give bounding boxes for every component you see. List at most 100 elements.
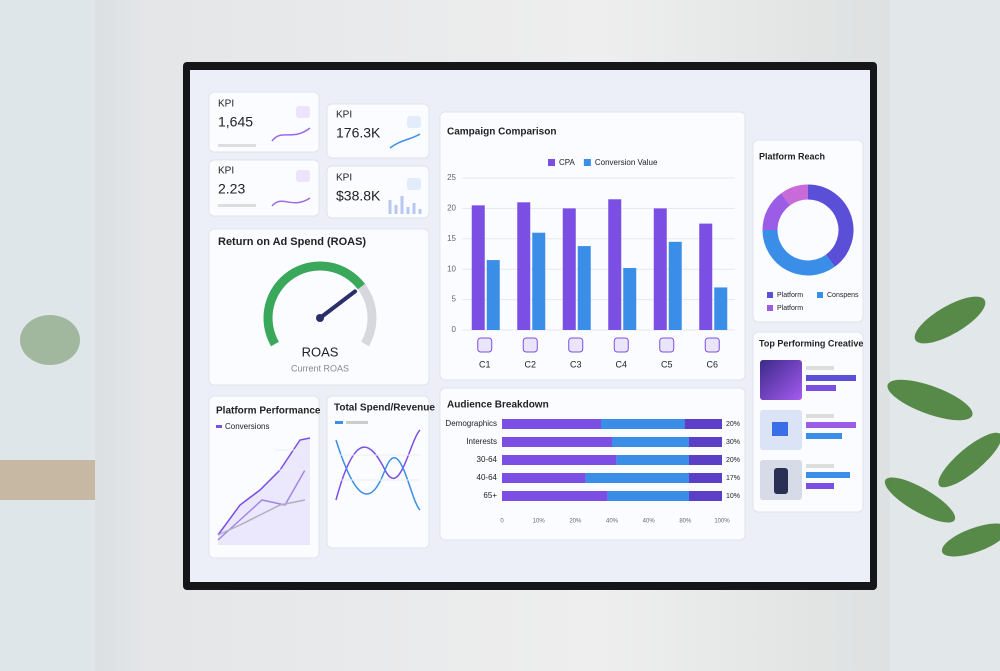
axis-label: 80%: [679, 519, 692, 525]
bar: [714, 287, 728, 330]
bar-segment: [502, 419, 601, 429]
axis-label: 0: [500, 519, 504, 525]
bar: [517, 202, 531, 330]
y-tick-label: 25: [447, 173, 456, 182]
y-tick-label: 5: [452, 295, 457, 304]
kpi-label: KPI: [218, 166, 234, 177]
bar: [608, 199, 622, 330]
kpi-label: KPI: [336, 173, 352, 184]
x-tick-label: C5: [661, 359, 673, 369]
x-tick-label: C4: [615, 359, 627, 369]
gauge-fill: [263, 261, 366, 347]
legend-label: Platform: [777, 305, 803, 312]
bar-segment: [502, 437, 612, 447]
category-icon: [704, 337, 720, 353]
legend-label: Conversions: [225, 422, 269, 431]
kpi-label: KPI: [336, 110, 352, 121]
category-icon: [568, 337, 584, 353]
legend-label: Platform: [777, 292, 803, 299]
legend-label: CPA: [559, 158, 576, 167]
legend-swatch: [767, 305, 773, 311]
axis-label: 100%: [714, 519, 730, 525]
bar: [471, 205, 485, 330]
row-value-label: 20%: [726, 457, 740, 464]
kpi-label: KPI: [218, 99, 234, 110]
bar-segment: [502, 491, 608, 501]
panel-title: Total Spend/Revenue: [334, 403, 435, 414]
kpi-value: 2.23: [218, 181, 245, 197]
decor: [217, 106, 856, 545]
bar-segment: [684, 419, 722, 429]
row-label: Interests: [466, 437, 497, 446]
y-tick-label: 15: [447, 234, 456, 243]
y-tick-label: 20: [447, 204, 456, 213]
legend-swatch: [817, 292, 823, 298]
bar: [532, 232, 546, 330]
row-value-label: 17%: [726, 475, 740, 482]
x-tick-label: C3: [570, 359, 582, 369]
legend-swatch: [583, 159, 591, 166]
legend-swatch: [767, 292, 773, 298]
gauge-label: ROAS: [302, 344, 339, 359]
category-icon: [477, 337, 493, 353]
bar: [623, 267, 637, 330]
pie-segment: [807, 184, 854, 267]
panel-title: Campaign Comparison: [447, 127, 556, 138]
row-value-label: 30%: [726, 439, 740, 446]
bar-segment: [612, 437, 689, 447]
bar-segment: [502, 473, 586, 483]
plant: [20, 315, 80, 365]
bar: [699, 223, 713, 330]
x-tick-label: C2: [524, 359, 536, 369]
bar-segment: [502, 455, 617, 465]
row-value-label: 10%: [726, 493, 740, 500]
kpi-value: 176.3K: [336, 125, 381, 141]
y-tick-label: 0: [452, 325, 457, 334]
desk: [0, 460, 95, 500]
axis-label: 10%: [533, 519, 546, 525]
bar: [668, 241, 682, 330]
axis-label: 40%: [643, 519, 656, 525]
panel-title: Top Performing Creative: [759, 338, 863, 348]
bar: [486, 260, 500, 330]
panel-title: Platform Performance: [216, 406, 321, 417]
pie-segment: [762, 193, 791, 231]
panel-title: Platform Reach: [759, 151, 825, 161]
legend-label: Conspens: [827, 292, 859, 299]
bar-segment: [689, 473, 722, 483]
bar-segment: [607, 491, 689, 501]
x-tick-label: C1: [479, 359, 491, 369]
row-label: 30-64: [477, 455, 498, 464]
category-icon: [659, 337, 675, 353]
bar-segment: [689, 455, 722, 465]
panel-title: Return on Ad Spend (ROAS): [218, 236, 366, 248]
category-icon: [613, 337, 629, 353]
pie-segment: [781, 184, 809, 206]
gauge-caption: Current ROAS: [291, 363, 349, 373]
row-label: Demographics: [445, 419, 497, 428]
gauge-needle: [318, 289, 358, 320]
bar: [653, 208, 667, 330]
bar-segment: [689, 491, 722, 501]
axis-label: 40%: [606, 519, 619, 525]
kpi-value: 1,645: [218, 114, 253, 130]
row-value-label: 20%: [726, 421, 740, 428]
row-label: 40-64: [477, 473, 498, 482]
pie-segment: [762, 229, 835, 276]
legend-label: Conversion Value: [595, 158, 658, 167]
bar-segment: [601, 419, 685, 429]
y-tick-label: 10: [447, 264, 456, 273]
category-icon: [522, 337, 538, 353]
bar-segment: [616, 455, 689, 465]
row-label: 65+: [483, 491, 497, 500]
axis-label: 20%: [569, 519, 582, 525]
legend-swatch: [548, 159, 555, 166]
plant: [884, 296, 1000, 557]
panel-title: Audience Breakdown: [447, 400, 549, 411]
x-tick-label: C6: [706, 359, 718, 369]
kpi-value: $38.8K: [336, 188, 381, 204]
bar-segment: [585, 473, 689, 483]
bar-segment: [689, 437, 722, 447]
bar: [577, 246, 591, 330]
legend-swatch: [216, 425, 222, 428]
